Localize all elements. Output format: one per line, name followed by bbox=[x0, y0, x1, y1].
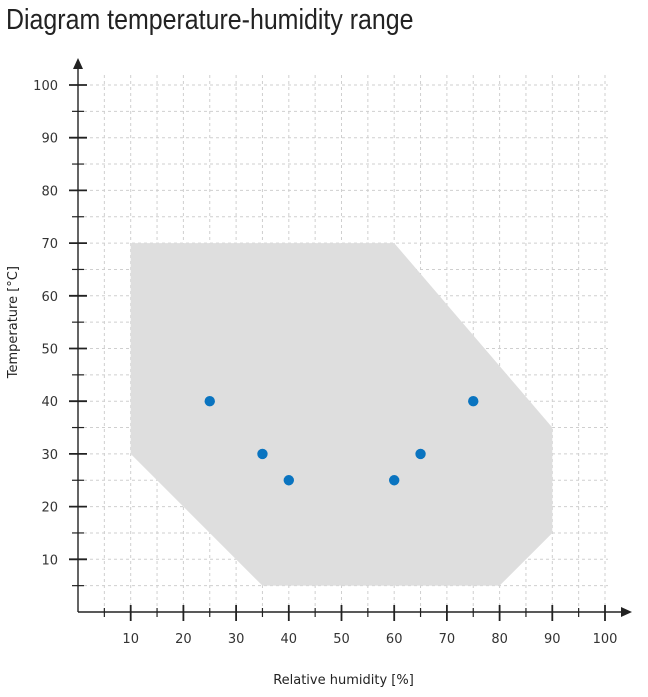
y-axis-arrow bbox=[73, 58, 83, 69]
chart-title: Diagram temperature-humidity range bbox=[6, 4, 414, 36]
y-tick-label: 60 bbox=[41, 290, 58, 305]
x-tick-label: 90 bbox=[544, 632, 561, 647]
x-tick-label: 30 bbox=[228, 632, 245, 647]
x-axis-label: Relative humidity [%] bbox=[273, 673, 414, 688]
y-tick-label: 80 bbox=[41, 184, 58, 199]
data-point bbox=[468, 396, 479, 407]
x-tick-label: 10 bbox=[122, 632, 139, 647]
y-tick-label: 70 bbox=[41, 237, 58, 252]
y-tick-label: 90 bbox=[41, 132, 58, 147]
axes bbox=[73, 58, 632, 617]
y-tick-label: 50 bbox=[41, 343, 58, 358]
x-tick-label: 40 bbox=[281, 632, 298, 647]
y-tick-label: 40 bbox=[41, 395, 58, 410]
operating-range bbox=[130, 243, 553, 586]
x-tick-label: 60 bbox=[386, 632, 403, 647]
data-point bbox=[204, 396, 215, 407]
operating-range-area bbox=[130, 243, 553, 586]
data-point bbox=[389, 475, 400, 486]
x-tick-label: 70 bbox=[439, 632, 456, 647]
data-point bbox=[415, 448, 426, 460]
data-points bbox=[204, 396, 479, 486]
data-point bbox=[257, 448, 268, 460]
x-tick-label: 100 bbox=[593, 632, 618, 647]
y-axis-label: Temperature [°C] bbox=[6, 266, 21, 379]
x-tick-label: 50 bbox=[333, 632, 350, 647]
y-tick-label: 10 bbox=[41, 553, 58, 568]
x-axis-arrow bbox=[621, 607, 632, 617]
x-tick-label: 80 bbox=[491, 632, 508, 647]
y-tick-label: 100 bbox=[33, 79, 58, 94]
y-tick-label: 20 bbox=[41, 501, 58, 516]
y-tick-label: 30 bbox=[41, 448, 58, 463]
x-tick-label: 20 bbox=[175, 632, 192, 647]
data-point bbox=[283, 475, 294, 486]
ticks: 10 20 30 40 50 60 70 80 90 100 10 20 30 40 50 60 70 80 90 1… bbox=[33, 79, 617, 647]
